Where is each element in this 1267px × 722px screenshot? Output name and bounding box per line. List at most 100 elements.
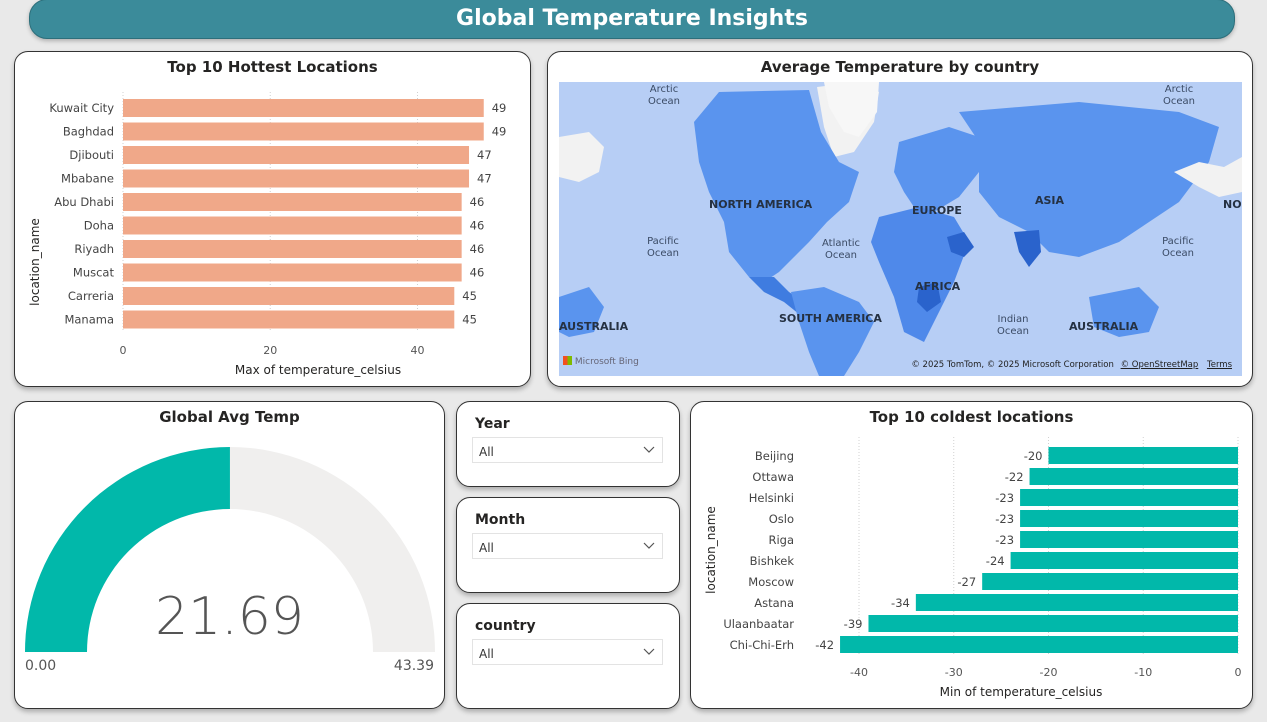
month-slicer[interactable]: Month All (456, 497, 680, 593)
hottest-category-label: Muscat (73, 266, 115, 280)
coldest-data-label: -23 (995, 512, 1014, 526)
coldest-data-label: -34 (891, 596, 910, 610)
map-shapes (559, 82, 1242, 376)
global-avg-temp-card[interactable]: Global Avg Temp 21.69 0.00 43.39 (14, 401, 445, 709)
coldest-data-label: -24 (986, 554, 1005, 568)
coldest-bar[interactable] (1020, 489, 1238, 506)
coldest-x-axis-label: Min of temperature_celsius (940, 685, 1103, 699)
hottest-bar[interactable] (123, 146, 470, 164)
hottest-category-label: Djibouti (69, 148, 114, 162)
chevron-down-icon (643, 542, 655, 549)
coldest-data-label: -20 (1024, 449, 1043, 463)
coldest-data-label: -42 (815, 638, 834, 652)
country-slicer[interactable]: country All (456, 603, 680, 709)
gauge-value: 21.69 (155, 587, 304, 647)
hottest-category-label: Riyadh (74, 242, 114, 256)
gauge-title: Global Avg Temp (159, 408, 300, 426)
coldest-locations-card[interactable]: Top 10 coldest locations location_name M… (690, 401, 1253, 709)
gauge-max-label: 43.39 (393, 658, 434, 674)
coldest-data-label: -23 (995, 533, 1014, 547)
month-dropdown-value: All (479, 541, 494, 555)
hottest-bar[interactable] (123, 310, 455, 329)
map-label-europe: EUROPE (912, 204, 962, 217)
coldest-bar[interactable] (1010, 552, 1238, 569)
terms-link[interactable]: Terms (1206, 360, 1232, 370)
map-label-south-america: SOUTH AMERICA (779, 312, 882, 325)
coldest-bar[interactable] (1020, 510, 1238, 527)
coldest-data-label: -27 (957, 575, 976, 589)
hottest-category-label: Mbabane (61, 172, 114, 186)
coldest-category-label: Ulaanbaatar (723, 617, 794, 631)
month-dropdown[interactable]: All (472, 533, 663, 559)
year-slicer-title: Year (475, 416, 510, 432)
gauge-fill (25, 447, 230, 652)
hottest-data-label: 45 (462, 313, 477, 327)
coldest-bar[interactable] (982, 573, 1238, 590)
coldest-bar[interactable] (840, 636, 1238, 653)
dashboard-title: Global Temperature Insights (29, 0, 1235, 39)
map-label-arctic-right: Arctic Ocean (1163, 84, 1195, 107)
coldest-bar-chart[interactable]: location_name Min of temperature_celsius… (691, 402, 1253, 709)
year-slicer[interactable]: Year All (456, 401, 680, 487)
hottest-data-label: 46 (470, 195, 485, 209)
hottest-bar[interactable] (123, 263, 462, 282)
coldest-bar[interactable] (915, 594, 1238, 611)
hottest-bar-chart[interactable]: location_name Max of temperature_celsius… (15, 52, 531, 387)
hottest-locations-card[interactable]: Top 10 Hottest Locations location_name M… (14, 51, 531, 387)
coldest-x-tick: -10 (1134, 666, 1152, 679)
year-dropdown[interactable]: All (472, 437, 663, 463)
hottest-bar[interactable] (123, 169, 470, 188)
coldest-x-tick: -20 (1040, 666, 1058, 679)
map-label-pacific-left: Pacific Ocean (647, 236, 679, 259)
map-label-pacific-right: Pacific Ocean (1162, 236, 1194, 259)
coldest-bar[interactable] (1048, 447, 1239, 464)
hottest-bar[interactable] (123, 122, 484, 141)
coldest-chart-title: Top 10 coldest locations (869, 408, 1074, 426)
hottest-bar[interactable] (123, 216, 462, 235)
coldest-x-tick: -40 (850, 666, 868, 679)
country-slicer-title: country (475, 618, 536, 634)
map-label-no: NO (1223, 198, 1242, 211)
coldest-category-label: Bishkek (750, 554, 795, 568)
hottest-category-label: Baghdad (63, 125, 114, 139)
hottest-data-label: 47 (477, 148, 492, 162)
bing-logo: Microsoft Bing (563, 356, 639, 367)
gauge-chart (25, 447, 435, 652)
coldest-data-label: -23 (995, 491, 1014, 505)
coldest-x-tick: 0 (1235, 666, 1242, 679)
month-slicer-title: Month (475, 512, 526, 528)
coldest-bar[interactable] (868, 615, 1238, 632)
hottest-x-tick: 40 (410, 344, 424, 357)
hottest-category-label: Kuwait City (49, 101, 114, 115)
hottest-data-label: 46 (470, 266, 485, 280)
hottest-bar[interactable] (123, 287, 455, 305)
hottest-data-label: 49 (492, 101, 507, 115)
country-dropdown-value: All (479, 647, 494, 661)
hottest-category-label: Carreria (68, 289, 114, 303)
coldest-category-label: Oslo (769, 512, 794, 526)
map-label-asia: ASIA (1035, 194, 1065, 207)
hottest-data-label: 45 (462, 289, 477, 303)
country-dropdown[interactable]: All (472, 639, 663, 665)
coldest-category-label: Beijing (755, 449, 794, 463)
coldest-category-label: Ottawa (752, 470, 794, 484)
hottest-data-label: 46 (470, 219, 485, 233)
map-label-indian: Indian Ocean (997, 314, 1029, 337)
chevron-down-icon (643, 446, 655, 453)
temperature-map-card[interactable]: Average Temperature by country (547, 51, 1253, 387)
coldest-category-label: Riga (768, 533, 794, 547)
coldest-data-label: -22 (1005, 470, 1024, 484)
osm-link[interactable]: © OpenStreetMap (1120, 360, 1199, 370)
map-label-africa: AFRICA (915, 280, 961, 293)
hottest-bar[interactable] (123, 99, 484, 117)
hottest-x-tick: 0 (120, 344, 127, 357)
hottest-bar[interactable] (123, 193, 462, 211)
coldest-data-label: -39 (844, 617, 863, 631)
map-attribution: © 2025 TomTom, © 2025 Microsoft Corporat… (911, 360, 1232, 370)
hottest-bar[interactable] (123, 240, 462, 258)
coldest-category-label: Astana (754, 596, 794, 610)
world-map[interactable]: Arctic Ocean Arctic Ocean NORTH AMERICA … (559, 82, 1242, 376)
coldest-bar[interactable] (1020, 531, 1238, 548)
coldest-bar[interactable] (1029, 468, 1238, 485)
bing-icon (563, 356, 572, 365)
